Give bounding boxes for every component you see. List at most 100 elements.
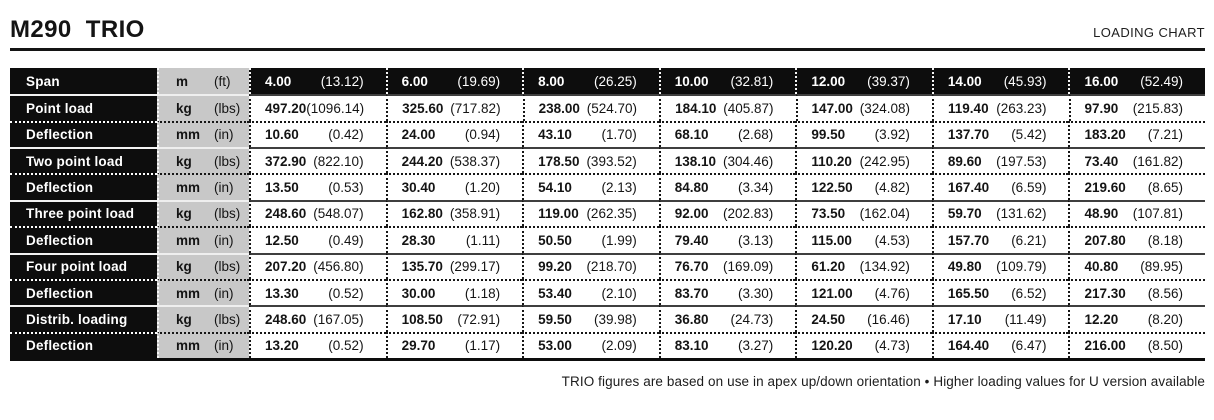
- value-cell: 183.20 (7.21): [1068, 120, 1206, 148]
- value-cell: 219.60 (8.65): [1068, 173, 1206, 200]
- table-row: Two point load kg (lbs) 372.90 (822.10) 244.2…: [10, 147, 1206, 174]
- metric-value: 13.20: [265, 338, 299, 354]
- value-cell: 122.50 (4.82): [795, 173, 932, 200]
- metric-unit: mm: [176, 127, 201, 143]
- imperial-value: (2.09): [601, 338, 637, 354]
- table-row: Four point load kg (lbs) 207.20 (456.80) 135.…: [10, 252, 1206, 279]
- value-cell: 164.40 (6.47): [931, 331, 1069, 358]
- metric-value: 207.80: [1084, 232, 1126, 248]
- metric-value: 121.00: [811, 285, 853, 301]
- imperial-value: (134.92): [859, 259, 910, 275]
- units-cell: mm (in): [157, 226, 249, 253]
- table-row: Span m (ft) 4.00 (13.12) 6.00 (19.69) 8.00 (26.2…: [10, 68, 1206, 95]
- loading-chart-page: M290 TRIO LOADING CHART Span m (ft) 4.00 (13…: [10, 16, 1206, 389]
- value-cell: 248.60 (167.05): [249, 305, 386, 332]
- value-cell: 99.50 (3.92): [795, 120, 932, 148]
- metric-value: 119.00: [538, 206, 579, 222]
- imperial-unit: (in): [214, 338, 234, 354]
- metric-value: 68.10: [674, 127, 709, 143]
- metric-value: 325.60: [402, 101, 444, 117]
- units-cell: m (ft): [157, 68, 249, 95]
- imperial-unit: (in): [214, 285, 234, 301]
- imperial-unit: (lbs): [214, 259, 241, 275]
- metric-unit: mm: [176, 285, 201, 301]
- table-row: Point load kg (lbs) 497.20 (1096.14) 325.60 (7…: [10, 94, 1205, 121]
- imperial-value: (169.09): [723, 259, 774, 275]
- value-cell: 40.80 (89.95): [1068, 252, 1206, 279]
- imperial-value: (0.42): [328, 127, 364, 143]
- imperial-value: (107.81): [1132, 206, 1184, 222]
- table-row: Deflection mm (in) 13.30 (0.52) 30.00 (1.18) 53…: [10, 278, 1206, 306]
- metric-value: 99.50: [811, 127, 846, 143]
- metric-value: 54.10: [538, 180, 572, 196]
- imperial-value: (4.73): [874, 338, 910, 354]
- row-label: Point load: [10, 94, 157, 121]
- value-cell: 28.30 (1.11): [385, 226, 523, 253]
- units-cell: mm (in): [157, 173, 249, 200]
- value-cell: 83.70 (3.30): [658, 278, 796, 306]
- value-cell: 24.00 (0.94): [385, 120, 523, 148]
- imperial-value: (0.53): [328, 180, 364, 196]
- imperial-value: (538.37): [449, 153, 501, 169]
- metric-unit: mm: [176, 180, 201, 196]
- value-cell: 92.00 (202.83): [658, 199, 796, 227]
- row-label: Three point load: [10, 199, 157, 227]
- metric-unit: m: [176, 73, 189, 89]
- imperial-value: (263.23): [996, 101, 1047, 117]
- value-cell: 121.00 (4.76): [795, 278, 932, 306]
- imperial-value: (3.27): [738, 338, 774, 354]
- value-cell: 207.20 (456.80): [249, 252, 386, 279]
- imperial-value: (6.21): [1011, 232, 1047, 248]
- imperial-value: (218.70): [586, 259, 637, 275]
- metric-value: 207.20: [265, 259, 307, 275]
- imperial-value: (16.46): [867, 311, 910, 327]
- row-label: Deflection: [10, 331, 157, 358]
- metric-value: 73.40: [1084, 153, 1119, 169]
- metric-unit: kg: [176, 259, 192, 275]
- value-cell: 12.00 (39.37): [795, 68, 932, 95]
- value-cell: 97.90 (215.83): [1068, 94, 1205, 121]
- value-cell: 13.50 (0.53): [249, 173, 386, 200]
- value-cell: 59.70 (131.62): [931, 199, 1069, 227]
- value-cell: 48.90 (107.81): [1068, 199, 1206, 227]
- imperial-value: (1.70): [601, 127, 637, 143]
- value-cell: 135.70 (299.17): [385, 252, 523, 279]
- metric-value: 14.00: [947, 73, 982, 89]
- value-cell: 325.60 (717.82): [386, 94, 523, 121]
- value-cell: 4.00 (13.12): [249, 68, 386, 95]
- metric-value: 219.60: [1084, 180, 1126, 196]
- imperial-value: (822.10): [313, 153, 364, 169]
- value-cell: 79.40 (3.13): [658, 226, 796, 253]
- metric-value: 119.40: [948, 101, 989, 117]
- imperial-value: (324.08): [859, 101, 911, 117]
- table-row: Three point load kg (lbs) 248.60 (548.07) 162…: [10, 199, 1206, 227]
- value-cell: 14.00 (45.93): [931, 68, 1069, 95]
- value-cell: 76.70 (169.09): [658, 252, 796, 279]
- loading-table: Span m (ft) 4.00 (13.12) 6.00 (19.69) 8.00 (26.2…: [10, 68, 1206, 361]
- imperial-value: (0.52): [328, 285, 364, 301]
- value-cell: 61.20 (134.92): [795, 252, 932, 279]
- metric-unit: kg: [176, 101, 192, 117]
- metric-value: 50.50: [538, 232, 572, 248]
- metric-value: 122.50: [811, 180, 853, 196]
- value-cell: 53.40 (2.10): [522, 278, 659, 306]
- metric-unit: mm: [176, 232, 201, 248]
- metric-value: 16.00: [1084, 73, 1119, 89]
- imperial-value: (52.49): [1140, 73, 1184, 89]
- value-cell: 13.30 (0.52): [249, 278, 386, 306]
- value-cell: 89.60 (197.53): [931, 147, 1069, 174]
- metric-value: 30.40: [401, 180, 436, 196]
- metric-value: 178.50: [538, 153, 580, 169]
- value-cell: 8.00 (26.25): [522, 68, 659, 95]
- imperial-value: (8.50): [1147, 338, 1184, 354]
- imperial-value: (0.49): [328, 232, 364, 248]
- imperial-value: (89.95): [1140, 259, 1184, 275]
- imperial-unit: (in): [214, 232, 234, 248]
- metric-value: 83.10: [674, 338, 709, 354]
- metric-value: 120.20: [811, 338, 853, 354]
- imperial-unit: (lbs): [214, 206, 241, 222]
- loading-chart-label: LOADING CHART: [1093, 25, 1205, 40]
- imperial-unit: (lbs): [214, 101, 241, 117]
- units-cell: kg (lbs): [157, 305, 249, 332]
- metric-value: 115.00: [811, 232, 852, 248]
